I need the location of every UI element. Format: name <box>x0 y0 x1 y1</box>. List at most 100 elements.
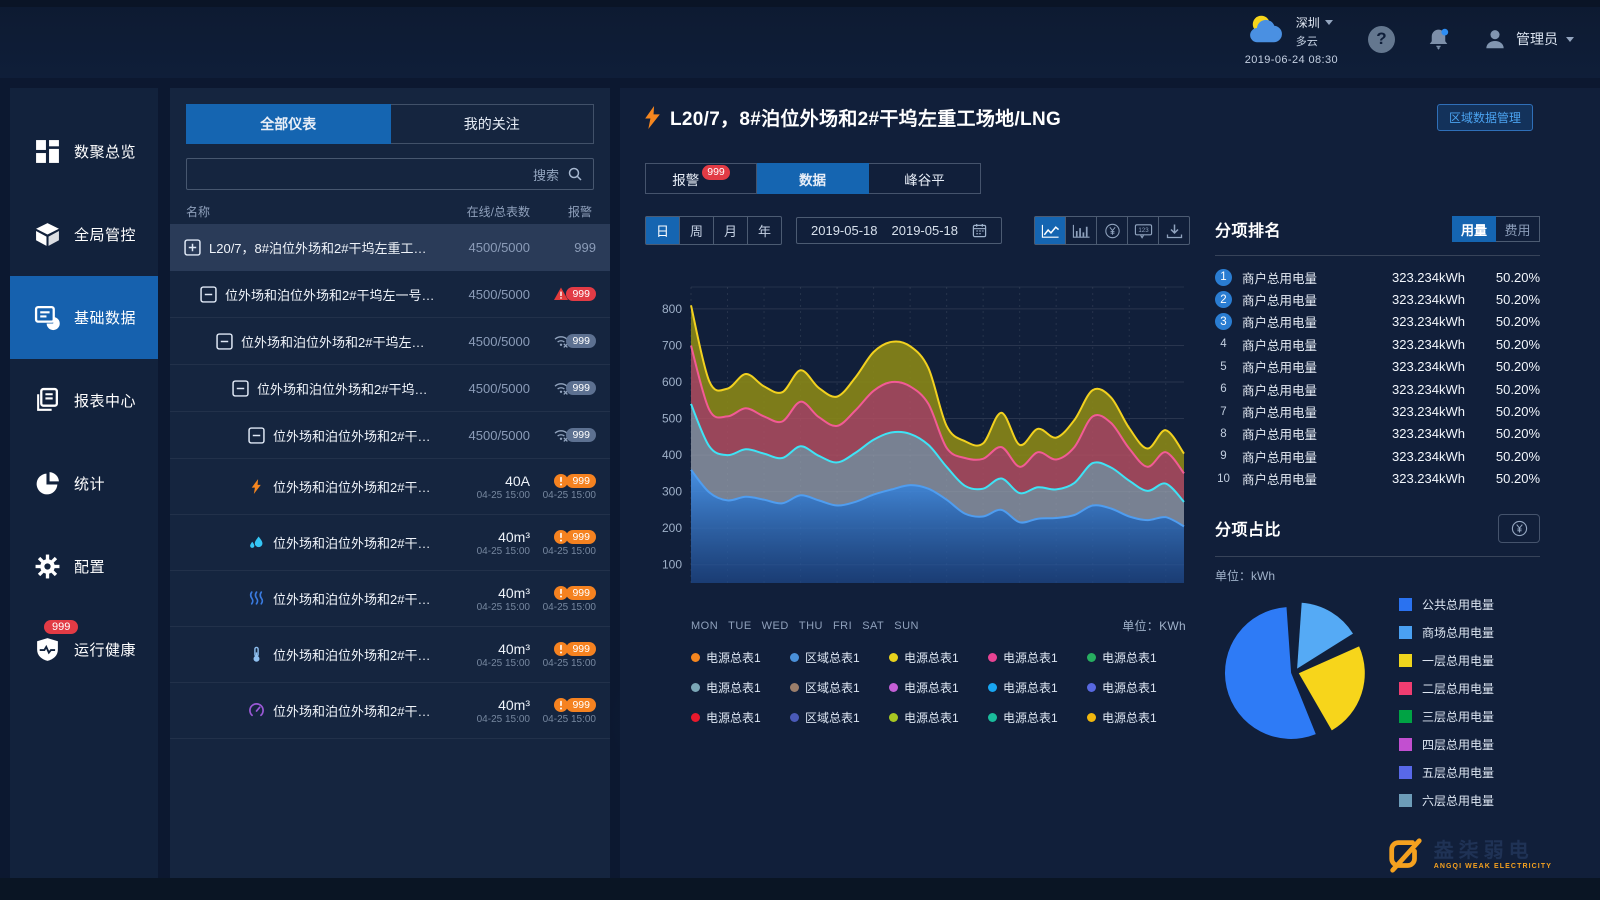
legend-item[interactable]: 区域总表1 <box>790 649 889 666</box>
meter-tab[interactable]: 全部仪表 <box>186 104 391 144</box>
value-tag-button[interactable]: 123 <box>1127 217 1158 244</box>
ranking-header: 分项排名 用量 费用 <box>1215 216 1540 242</box>
notifications-button[interactable] <box>1425 26 1452 53</box>
sidebar-item-base-data[interactable]: 基础数据 <box>10 276 158 359</box>
topbar: 深圳 多云 2019-06-24 08:30 ? 管理员 <box>0 0 1600 78</box>
gas-icon <box>248 590 265 607</box>
legend-item[interactable]: 电源总表1 <box>988 709 1087 726</box>
rank-badge: 2 <box>1215 291 1232 309</box>
collapse-icon[interactable] <box>200 285 217 303</box>
meter-row[interactable]: 位外场和泊位外场和2#干坞左一号所… 4500/5000 999 <box>170 412 610 459</box>
expand-icon[interactable] <box>184 238 201 256</box>
legend-label: 五层总用电量 <box>1422 765 1495 780</box>
collapse-icon[interactable] <box>232 379 249 397</box>
ranking-row[interactable]: 3 商户总用电量 323.234kWh 50.20% <box>1215 311 1540 333</box>
legend-item[interactable]: 电源总表1 <box>1087 649 1186 666</box>
rank-percent: 50.20% <box>1495 359 1540 375</box>
ranking-row[interactable]: 6 商户总用电量 323.234kWh 50.20% <box>1215 378 1540 400</box>
line-chart-button[interactable] <box>1035 217 1065 244</box>
area-data-manage-button[interactable]: 区域数据管理 <box>1436 104 1533 131</box>
ranking-row[interactable]: 10 商户总用电量 323.234kWh 50.20% <box>1215 468 1540 490</box>
bar-chart-button[interactable] <box>1065 217 1096 244</box>
cost-view-button[interactable] <box>1498 513 1540 543</box>
proportion-legend-item[interactable]: 五层总用电量 <box>1399 764 1494 781</box>
ranking-row[interactable]: 2 商户总用电量 323.234kWh 50.20% <box>1215 288 1540 310</box>
column-online-total: 在线/总表数 <box>466 205 530 219</box>
x-tick-label: THU <box>798 619 823 632</box>
meter-row[interactable]: 位外场和泊位外场和2#干坞左一号所重工场… 4500/5000 999 <box>170 271 610 318</box>
ranking-row[interactable]: 7 商户总用电量 323.234kWh 50.20% <box>1215 400 1540 422</box>
sidebar-item-health[interactable]: 999 运行健康 <box>10 608 158 691</box>
alarm-badge: 999 <box>566 334 596 348</box>
ranking-toggle[interactable]: 用量 <box>1452 216 1496 242</box>
legend-item[interactable]: 电源总表1 <box>889 679 988 696</box>
ranking-row[interactable]: 9 商户总用电量 323.234kWh 50.20% <box>1215 445 1540 467</box>
meter-tab[interactable]: 我的关注 <box>390 104 594 144</box>
help-button[interactable]: ? <box>1368 25 1395 53</box>
ranking-row[interactable]: 5 商户总用电量 323.234kWh 50.20% <box>1215 356 1540 378</box>
sidebar-item-statistics[interactable]: 统计 <box>10 442 158 525</box>
yuan-circle-button[interactable] <box>1096 217 1127 244</box>
period-option[interactable]: 月 <box>713 217 747 244</box>
meter-row[interactable]: 位外场和泊位外场和2#干坞左一号所重工… 4500/5000 999 <box>170 318 610 365</box>
ranking-row[interactable]: 4 商户总用电量 323.234kWh 50.20% <box>1215 333 1540 355</box>
collapse-icon[interactable] <box>248 426 265 444</box>
legend-item[interactable]: 电源总表1 <box>1087 709 1186 726</box>
meter-value: 4500/5000 <box>468 239 530 255</box>
proportion-legend-item[interactable]: 二层总用电量 <box>1399 680 1494 697</box>
x-tick-label: SUN <box>894 619 919 632</box>
main-tab[interactable]: 峰谷平 <box>869 163 981 194</box>
period-option[interactable]: 日 <box>646 217 679 244</box>
alarm-badge: 999 <box>566 287 596 301</box>
ranking-toggle[interactable]: 费用 <box>1496 216 1540 242</box>
lightning-icon <box>645 106 660 129</box>
sidebar-item-report-center[interactable]: 报表中心 <box>10 359 158 442</box>
legend-item[interactable]: 电源总表1 <box>889 649 988 666</box>
search-box[interactable]: 搜索 <box>186 158 594 190</box>
divider <box>1215 555 1540 557</box>
legend-item[interactable]: 区域总表1 <box>790 709 889 726</box>
legend-item[interactable]: 区域总表1 <box>790 679 889 696</box>
weather-widget[interactable]: 深圳 多云 2019-06-24 08:30 <box>1245 12 1338 66</box>
meter-row[interactable]: 位外场和泊位外场和2#干坞左一号所日… 4500/5000 999 <box>170 365 610 412</box>
proportion-legend-item[interactable]: 三层总用电量 <box>1399 708 1494 725</box>
date-range-picker[interactable]: 2019-05-18 2019-05-18 <box>796 217 1002 244</box>
proportion-legend-item[interactable]: 六层总用电量 <box>1399 792 1494 809</box>
period-option[interactable]: 年 <box>747 217 781 244</box>
ranking-row[interactable]: 8 商户总用电量 323.234kWh 50.20% <box>1215 423 1540 445</box>
legend-item[interactable]: 电源总表1 <box>691 649 790 666</box>
meter-row[interactable]: L20/7，8#泊位外场和2#干坞左重工场地/LNG 4500/5000 999 <box>170 224 610 271</box>
legend-item[interactable]: 电源总表1 <box>889 709 988 726</box>
sidebar-item-overview[interactable]: 数聚总览 <box>10 110 158 193</box>
legend-item[interactable]: 电源总表1 <box>691 709 790 726</box>
download-button[interactable] <box>1158 217 1189 244</box>
proportion-legend-item[interactable]: 商场总用电量 <box>1399 624 1494 641</box>
search-input[interactable] <box>197 165 525 183</box>
ranking-row[interactable]: 1 商户总用电量 323.234kWh 50.20% <box>1215 266 1540 288</box>
period-option[interactable]: 周 <box>679 217 713 244</box>
meter-panel: 全部仪表 我的关注 搜索 名称 在线/总表数 报警 L20/7，8#泊位外场和2#… <box>170 88 610 878</box>
rank-label: 商户总用电量 <box>1242 450 1318 465</box>
legend-item[interactable]: 电源总表1 <box>988 679 1087 696</box>
proportion-legend-item[interactable]: 四层总用电量 <box>1399 736 1494 753</box>
main-tab[interactable]: 报警 999 <box>645 163 757 194</box>
legend-item[interactable]: 电源总表1 <box>1087 679 1186 696</box>
main-tab[interactable]: 数据 <box>757 163 869 194</box>
rank-label: 商户总用电量 <box>1242 406 1318 421</box>
sidebar-item-global-control[interactable]: 全局管控 <box>10 193 158 276</box>
proportion-legend-item[interactable]: 公共总用电量 <box>1399 596 1494 613</box>
sidebar-item-settings[interactable]: 配置 <box>10 525 158 608</box>
legend-item[interactable]: 电源总表1 <box>691 679 790 696</box>
svg-text:100: 100 <box>662 558 682 572</box>
proportion-legend-item[interactable]: 一层总用电量 <box>1399 652 1494 669</box>
collapse-icon[interactable] <box>216 332 233 350</box>
rank-badge: 7 <box>1220 405 1227 418</box>
user-menu[interactable]: 管理员 <box>1482 26 1574 52</box>
legend-item[interactable]: 电源总表1 <box>988 649 1087 666</box>
legend-label: 电源总表1 <box>1102 681 1157 695</box>
